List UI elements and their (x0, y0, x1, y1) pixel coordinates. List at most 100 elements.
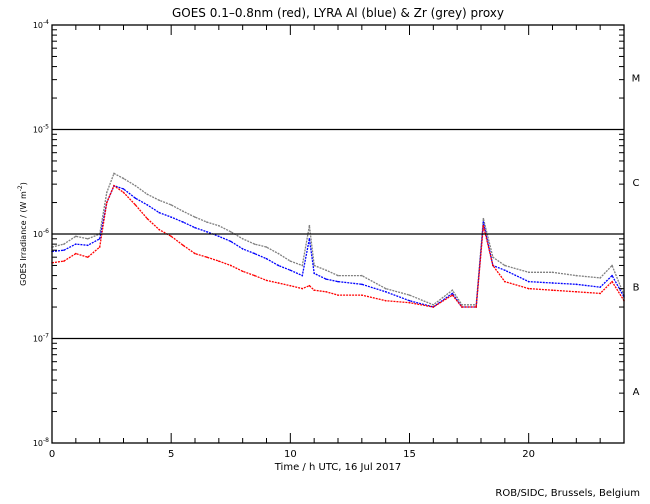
data-point (241, 270, 244, 273)
data-point (611, 264, 613, 267)
data-point (384, 290, 387, 293)
data-point (218, 260, 220, 262)
data-point (527, 280, 530, 283)
data-point (122, 191, 125, 194)
data-point (361, 274, 363, 277)
data-point (301, 264, 304, 267)
data-point (337, 280, 339, 283)
data-point (482, 217, 485, 220)
data-point (384, 287, 387, 290)
x-tick-label: 0 (49, 449, 55, 460)
chart-title: GOES 0.1–0.8nm (red), LYRA Al (blue) & Z… (172, 6, 504, 20)
data-point (451, 289, 454, 291)
data-point (146, 193, 149, 196)
data-point (253, 243, 256, 245)
data-point (63, 260, 65, 262)
data-point (113, 184, 115, 187)
y-tick-label: 10-7 (33, 333, 49, 344)
data-point (504, 264, 506, 267)
data-point (461, 306, 463, 308)
data-point (182, 210, 184, 213)
x-tick-label: 20 (522, 449, 535, 460)
data-point (194, 252, 196, 255)
data-point (611, 274, 613, 277)
data-point (451, 292, 454, 295)
data-point (241, 237, 244, 240)
data-point (451, 294, 454, 296)
data-point (206, 256, 208, 258)
data-point (308, 284, 311, 287)
data-point (277, 252, 280, 255)
x-tick-label: 5 (168, 449, 174, 460)
data-point (182, 221, 184, 223)
data-point (551, 289, 554, 291)
flare-class-label: C (633, 178, 640, 189)
data-point (122, 188, 125, 190)
data-point (313, 289, 315, 291)
data-point (301, 287, 304, 290)
data-point (206, 221, 208, 223)
y-tick-label: 10-5 (33, 124, 49, 135)
data-point (599, 277, 601, 279)
data-point (482, 224, 485, 227)
data-point (599, 292, 601, 295)
data-point (98, 246, 101, 248)
data-point (325, 290, 327, 293)
data-point (432, 304, 435, 306)
data-point (182, 244, 184, 247)
x-tick-label: 15 (403, 449, 416, 460)
y-tick-label: 10-4 (33, 19, 49, 30)
data-point (551, 282, 554, 284)
data-point (194, 216, 196, 218)
data-point (361, 283, 363, 286)
data-point (408, 294, 411, 296)
data-point (170, 204, 172, 206)
data-point (75, 252, 77, 255)
data-point (265, 257, 268, 260)
y-axis-label: GOES Irradiance / (W m-2) (17, 182, 28, 286)
data-point (325, 278, 327, 280)
data-point (63, 243, 65, 245)
data-point (146, 204, 149, 206)
data-point (265, 246, 268, 248)
data-point (158, 228, 161, 231)
data-point (229, 240, 232, 243)
data-point (158, 199, 161, 202)
data-point (492, 256, 494, 258)
data-point (575, 290, 578, 293)
data-point (482, 221, 485, 223)
data-point (551, 271, 554, 274)
data-point (265, 279, 268, 282)
credit-text: ROB/SIDC, Brussels, Belgium (495, 488, 640, 499)
data-point (253, 252, 256, 255)
data-point (384, 299, 387, 302)
data-point (575, 283, 578, 286)
data-point (86, 256, 89, 258)
data-point (122, 177, 125, 180)
data-point (337, 294, 339, 296)
data-point (527, 287, 530, 290)
data-point (308, 237, 311, 240)
data-point (599, 286, 601, 288)
flare-class-label: A (633, 387, 640, 398)
data-point (241, 248, 244, 250)
data-point (575, 274, 578, 277)
data-point (361, 294, 363, 296)
y-tick-label: 10-8 (33, 437, 49, 448)
data-point (408, 299, 411, 302)
series-line-2 (51, 184, 625, 308)
flare-class-label: M (632, 73, 641, 84)
data-point (611, 280, 613, 283)
data-point (106, 191, 108, 194)
data-point (86, 244, 89, 247)
data-point (313, 264, 315, 267)
data-point (106, 201, 108, 204)
data-point (432, 306, 435, 308)
data-point (134, 204, 137, 206)
data-point (63, 249, 65, 251)
data-point (527, 271, 530, 274)
data-point (170, 216, 172, 218)
data-point (218, 224, 220, 227)
